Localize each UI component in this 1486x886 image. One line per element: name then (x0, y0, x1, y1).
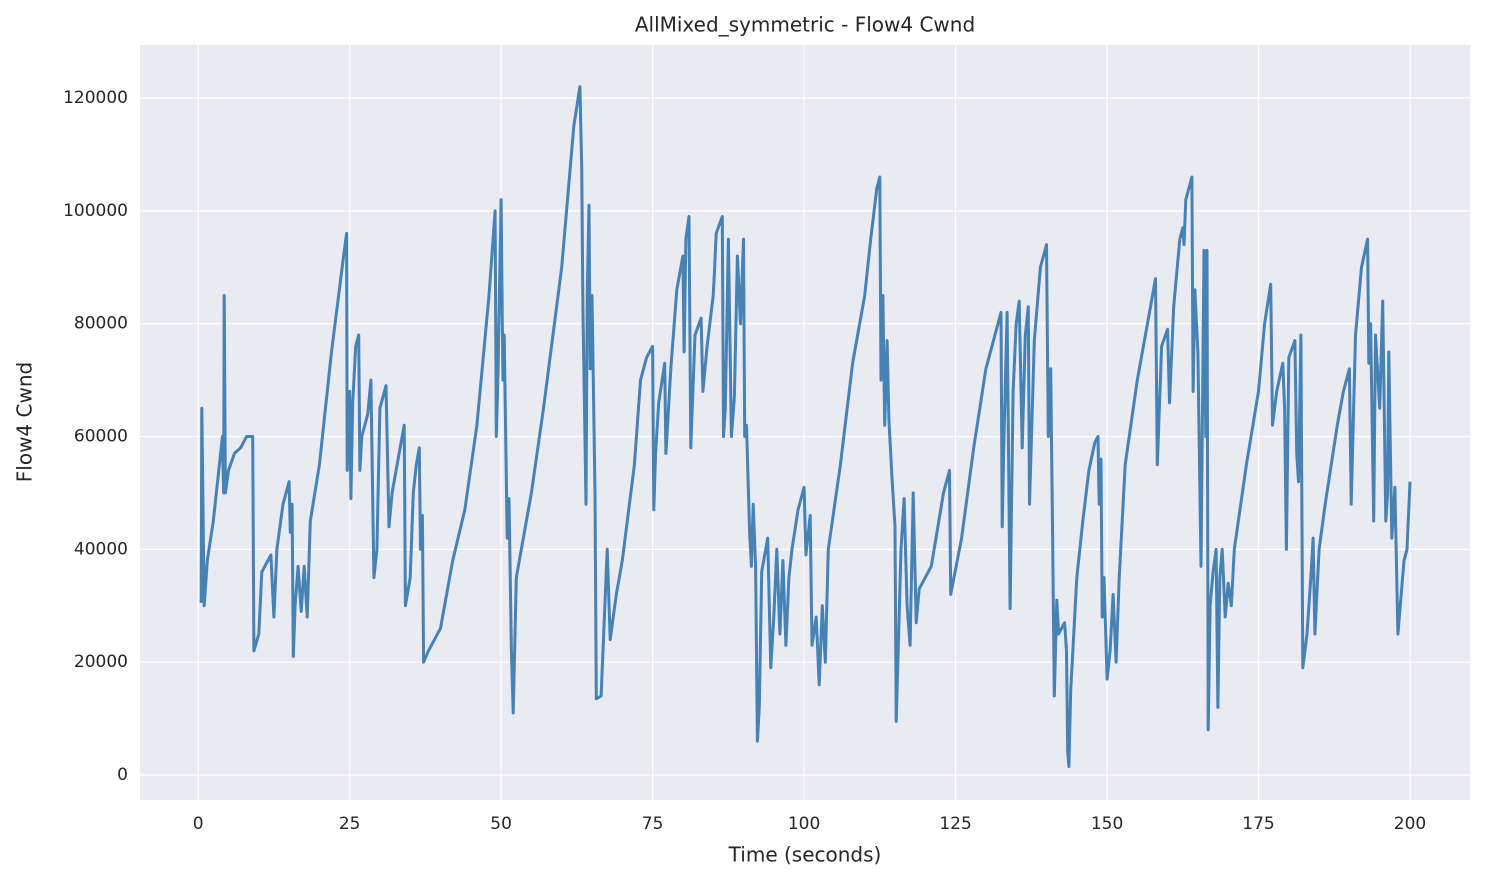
y-tick-label: 80000 (74, 314, 128, 334)
x-tick-label: 25 (339, 814, 361, 834)
y-tick-label: 0 (117, 765, 128, 785)
x-tick-label: 150 (1091, 814, 1123, 834)
x-tick-label: 100 (788, 814, 820, 834)
x-tick-label: 0 (193, 814, 204, 834)
y-tick-label: 20000 (74, 652, 128, 672)
x-axis-label: Time (seconds) (728, 843, 882, 867)
x-tick-label: 50 (490, 814, 512, 834)
x-tick-label: 200 (1394, 814, 1426, 834)
y-tick-label: 100000 (63, 201, 128, 221)
y-tick-label: 60000 (74, 427, 128, 447)
x-tick-label: 125 (939, 814, 971, 834)
plot-area (140, 45, 1470, 800)
x-tick-label: 175 (1242, 814, 1274, 834)
x-tick-label: 75 (642, 814, 664, 834)
data-line (199, 85, 1412, 768)
y-tick-label: 40000 (74, 539, 128, 559)
chart-title: AllMixed_symmetric - Flow4 Cwnd (635, 13, 975, 37)
y-axis-label: Flow4 Cwnd (13, 362, 37, 482)
y-tick-label: 120000 (63, 88, 128, 108)
